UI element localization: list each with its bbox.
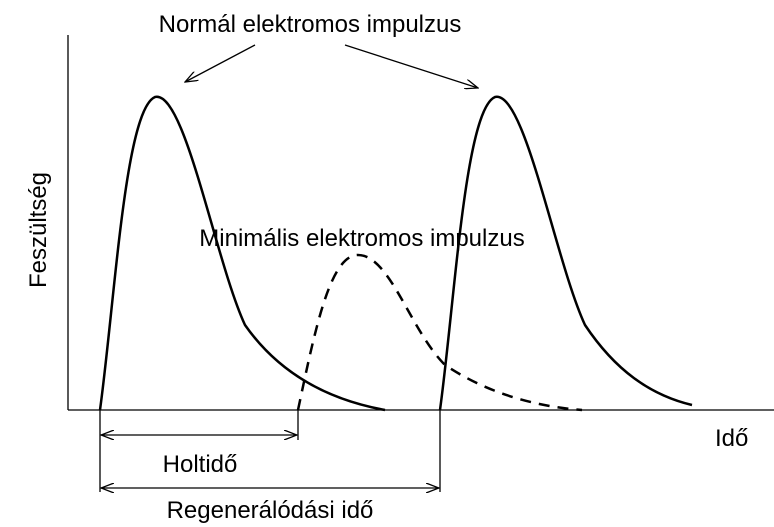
y-axis-label: Feszültség <box>25 172 52 288</box>
normal-pulse-label: Normál elektromos impulzus <box>159 11 462 38</box>
pointer-arrow <box>344 44 478 88</box>
normal-pulse-2 <box>438 95 693 411</box>
dead-time-label: Holtidő <box>163 451 238 478</box>
normal-pulse-1 <box>98 95 386 412</box>
regeneration-label: Regenerálódási idő <box>167 497 374 524</box>
minimal-pulse-label: Minimális elektromos impulzus <box>199 225 524 252</box>
minimal-pulse <box>296 253 583 412</box>
pointer-arrow <box>185 44 256 82</box>
x-axis-label: Idő <box>715 425 748 452</box>
